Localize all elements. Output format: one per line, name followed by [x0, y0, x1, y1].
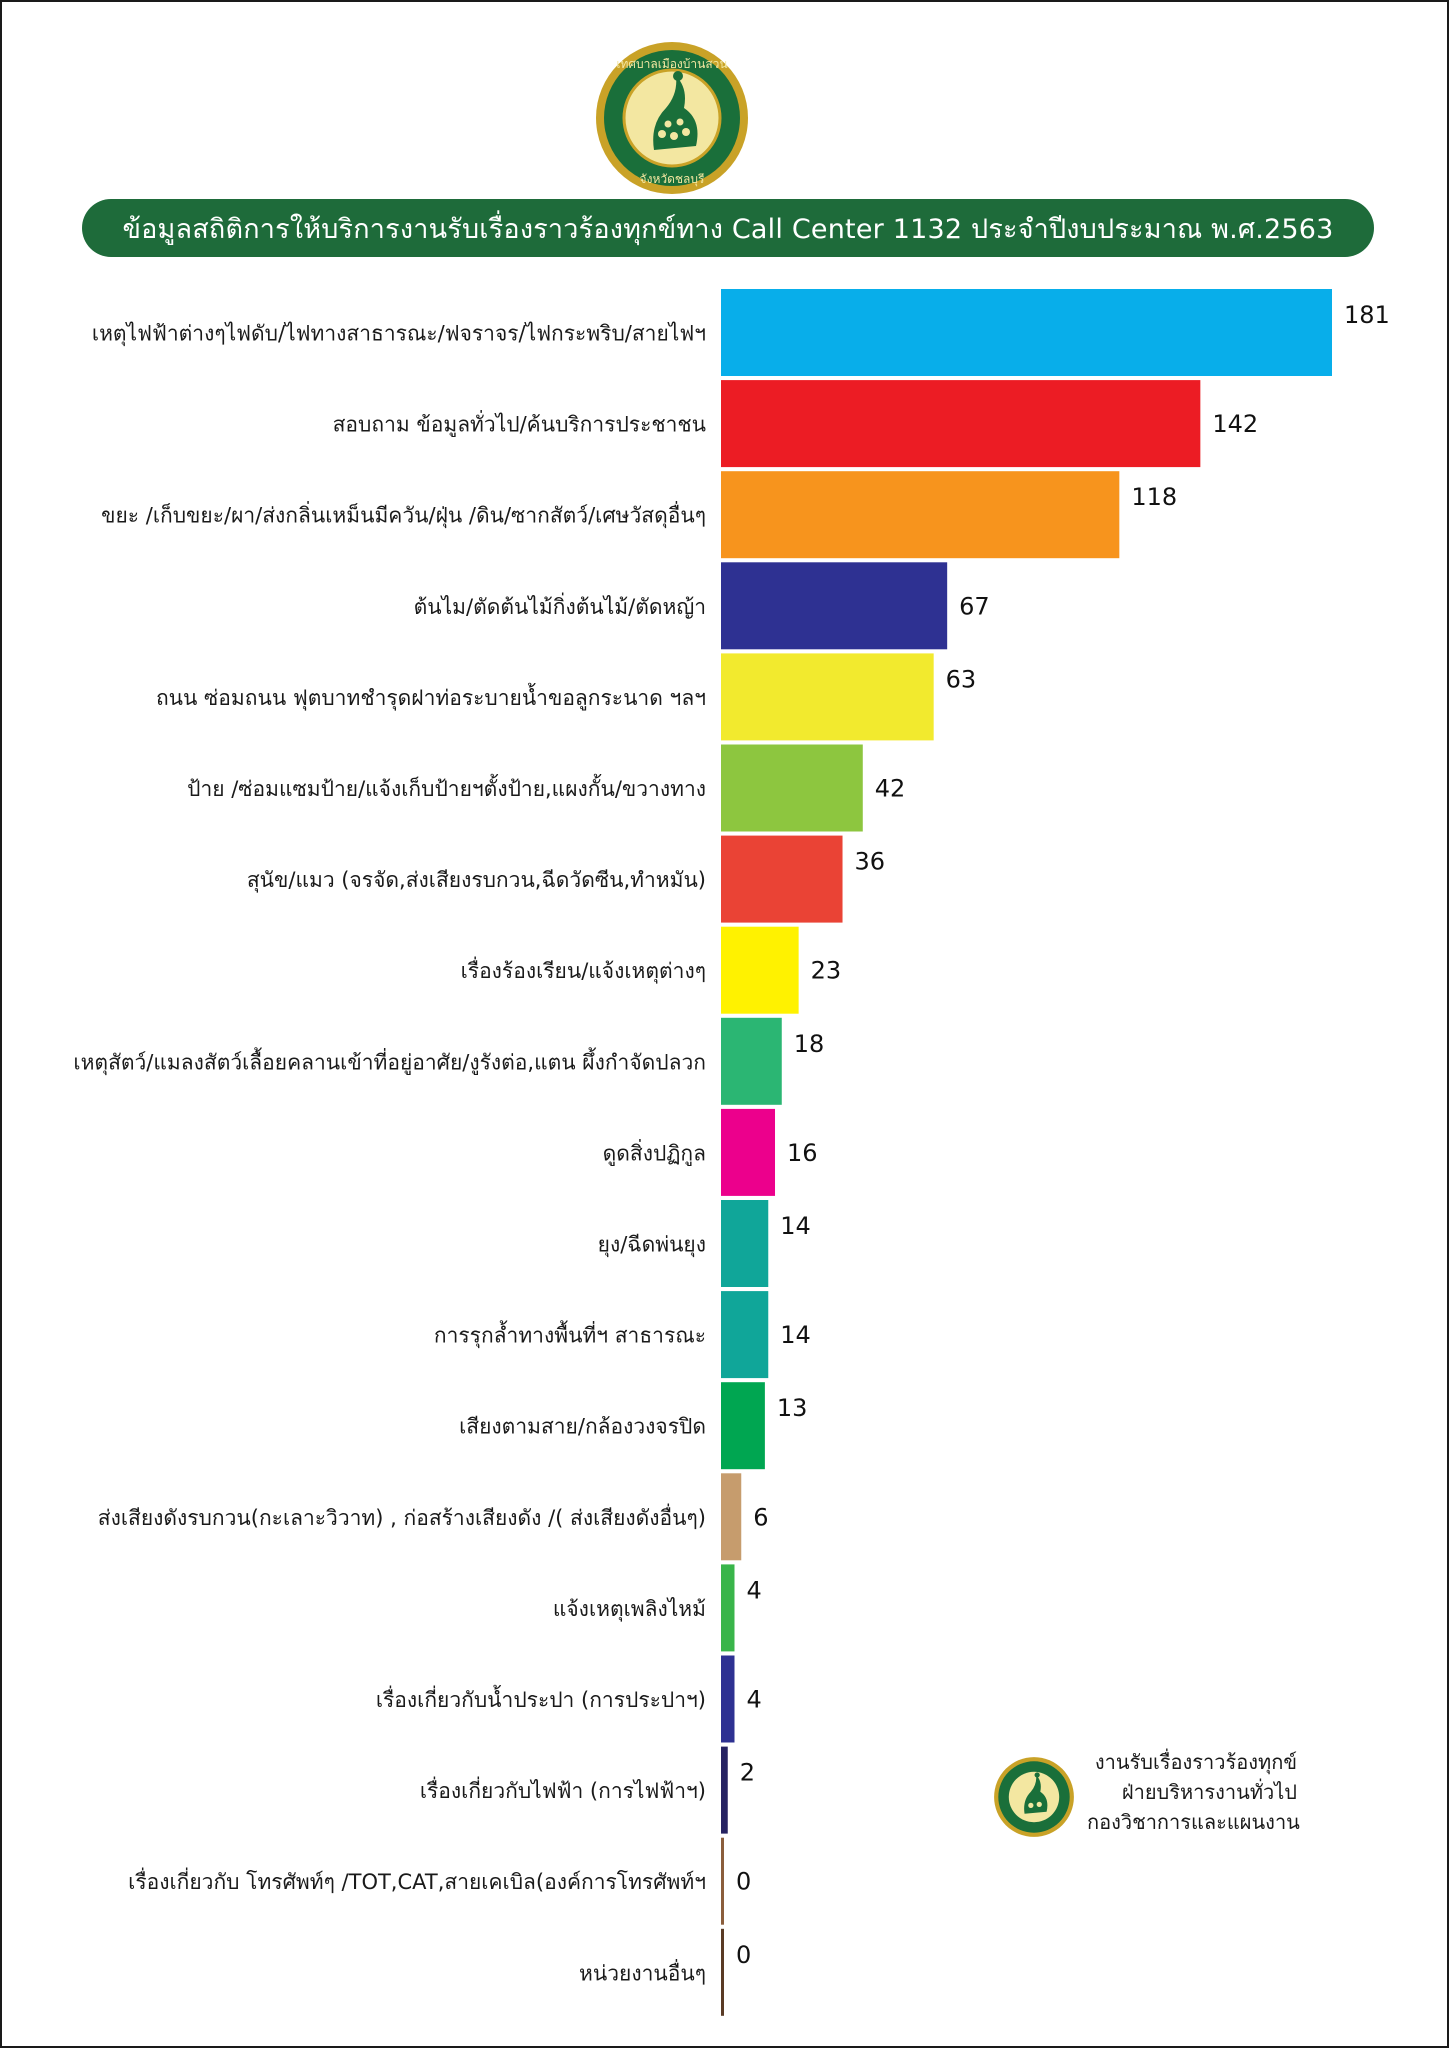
bar-4: [721, 653, 934, 741]
category-label-11: การรุกล้ำทางพื้นที่ฯ สาธารณะ: [434, 1321, 706, 1349]
category-label-13: ส่งเสียงดังรบกวน(กะเลาะวิวาท) , ก่อสร้าง…: [98, 1503, 706, 1530]
bar-5: [721, 744, 863, 832]
category-label-1: สอบถาม ข้อมูลทั่วไป/ค้นบริการประชาชน: [333, 410, 706, 438]
value-label-13: 6: [753, 1503, 768, 1531]
category-label-18: หน่วยงานอื่นๆ: [579, 1958, 706, 1985]
bar-9: [721, 1108, 776, 1196]
bar-group: เหตุไฟฟ้าต่างๆไฟดับ/ไฟทางสาธารณะ/ฟจราจร/…: [73, 289, 1390, 2016]
value-label-12: 13: [777, 1394, 808, 1422]
category-label-17: เรื่องเกี่ยวกับ โทรศัพท์ๆ /TOT,CAT,สายเค…: [128, 1867, 706, 1894]
value-label-10: 14: [780, 1212, 811, 1240]
value-label-5: 42: [875, 775, 906, 803]
category-label-16: เรื่องเกี่ยวกับไฟฟ้า (การไฟฟ้าฯ): [420, 1776, 706, 1803]
bar-0: [721, 289, 1332, 376]
category-label-4: ถนน ซ่อมถนน ฟุตบาทชำรุดฝาท่อระบายน้ำขอลู…: [156, 683, 706, 711]
bar-3: [721, 562, 948, 650]
value-label-1: 142: [1212, 410, 1258, 438]
value-label-15: 4: [747, 1686, 762, 1714]
bar-16: [721, 1746, 728, 1834]
value-label-4: 63: [946, 665, 977, 693]
category-label-10: ยุง/ฉีดพ่นยุง: [598, 1233, 706, 1258]
value-label-0: 181: [1344, 301, 1390, 329]
category-label-5: ป้าย /ซ่อมแซมป้าย/แจ้งเก็บป้ายฯตั้งป้าย,…: [187, 774, 706, 801]
bar-8: [721, 1017, 782, 1105]
value-label-9: 16: [787, 1139, 818, 1167]
value-label-3: 67: [959, 592, 990, 620]
bar-1: [721, 380, 1201, 468]
bar-17: [721, 1837, 724, 1925]
category-label-14: แจ้งเหตุเพลิงไหม้: [553, 1597, 706, 1622]
category-label-12: เสียงตามสาย/กล้องวงจรปิด: [459, 1415, 706, 1439]
value-label-7: 23: [811, 957, 842, 985]
value-label-6: 36: [855, 848, 886, 876]
seal-ring-text-bottom: จังหวัดชลบุรี: [640, 172, 705, 187]
credit-line-2: ฝ่ายบริหารงานทั่วไป: [1121, 1780, 1297, 1804]
value-label-11: 14: [780, 1321, 811, 1349]
credit-line-3: กองวิชาการและแผนงาน: [1087, 1810, 1300, 1834]
municipal-seal-small-icon: [994, 1757, 1074, 1837]
category-label-9: ดูดสิ่งปฏิกูล: [603, 1138, 706, 1166]
bar-7: [721, 926, 799, 1014]
bar-10: [721, 1200, 769, 1287]
value-label-18: 0: [736, 1941, 751, 1969]
credit-line-1: งานรับเรื่องราวร้องทุกข์: [1094, 1750, 1297, 1774]
title-banner: ข้อมูลสถิติการให้บริการงานรับเรื่องราวร้…: [82, 199, 1374, 257]
bar-2: [721, 471, 1120, 559]
chart-title: ข้อมูลสถิติการให้บริการงานรับเรื่องราวร้…: [122, 213, 1334, 245]
municipal-seal-icon: เทศบาลเมืองบ้านสวน จังหวัดชลบุรี: [596, 42, 748, 194]
credit-text: งานรับเรื่องราวร้องทุกข์ ฝ่ายบริหารงานทั…: [1087, 1747, 1300, 1837]
category-label-8: เหตุสัตว์/แมลงสัตว์เลื้อยคลานเข้าที่อยู่…: [73, 1047, 706, 1075]
value-label-2: 118: [1131, 483, 1177, 511]
category-label-6: สุนัข/แมว (จรจัด,ส่งเสียงรบกวน,ฉีดวัดซีน…: [247, 868, 706, 893]
category-label-2: ขยะ /เก็บขยะ/ผา/ส่งกลิ่นเหม็นมีควัน/ฝุ่น…: [101, 501, 706, 529]
bar-13: [721, 1473, 742, 1561]
credit-block: งานรับเรื่องราวร้องทุกข์ ฝ่ายบริหารงานทั…: [992, 1747, 1332, 1867]
bar-14: [721, 1564, 735, 1652]
bar-15: [721, 1655, 735, 1743]
seal-ring-text-top: เทศบาลเมืองบ้านสวน: [616, 57, 727, 71]
value-label-8: 18: [794, 1030, 825, 1058]
category-label-15: เรื่องเกี่ยวกับน้ำประปา (การประปาฯ): [376, 1685, 706, 1712]
bar-6: [721, 835, 843, 923]
bar-18: [721, 1928, 724, 2016]
category-label-7: เรื่องร้องเรียน/แจ้งเหตุต่างๆ: [461, 956, 706, 984]
bar-11: [721, 1291, 769, 1379]
value-label-14: 4: [747, 1576, 762, 1604]
category-label-0: เหตุไฟฟ้าต่างๆไฟดับ/ไฟทางสาธารณะ/ฟจราจร/…: [92, 322, 706, 347]
bar-12: [721, 1382, 765, 1470]
category-label-3: ต้นไม/ตัดต้นไม้กิ่งต้นไม้/ตัดหญ้า: [414, 592, 706, 619]
value-label-17: 0: [736, 1868, 751, 1896]
value-label-16: 2: [740, 1759, 755, 1787]
